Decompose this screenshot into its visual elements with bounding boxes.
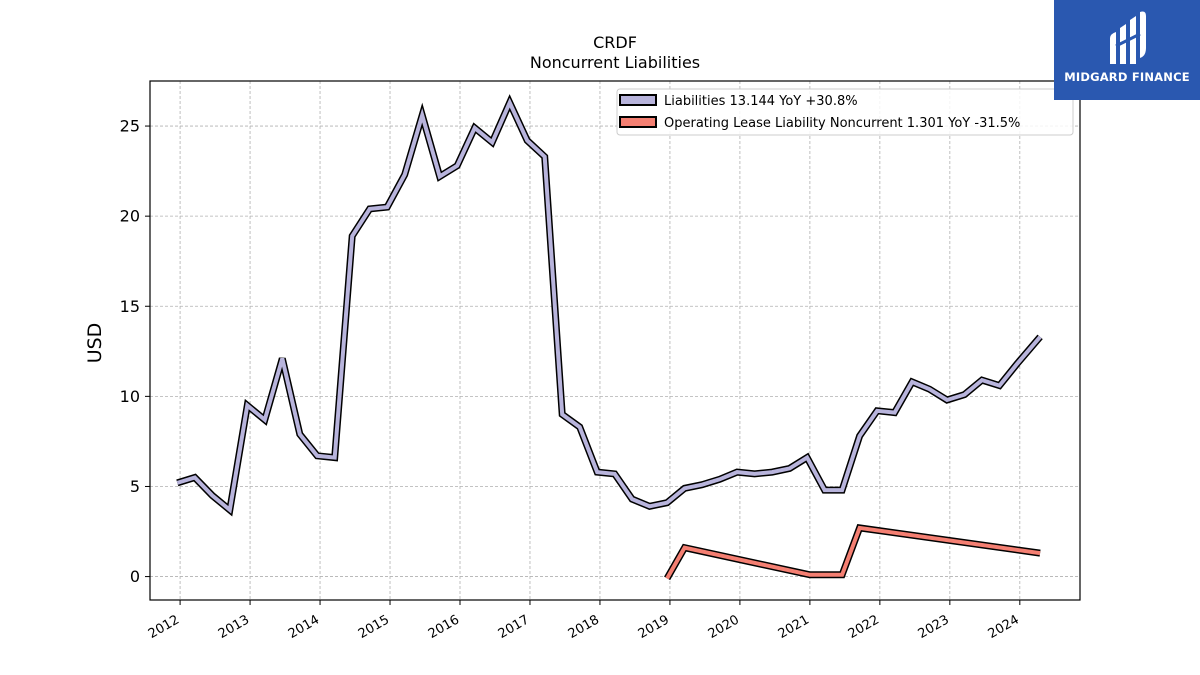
y-tick-label: 15 (120, 297, 140, 316)
series-group (176, 94, 1043, 581)
legend-label: Liabilities 13.144 YoY +30.8% (664, 94, 858, 109)
legend-swatch (619, 94, 657, 106)
logo-mark-icon (1110, 11, 1146, 64)
y-tick-label: 10 (120, 387, 140, 406)
y-tick-label: 25 (120, 117, 140, 136)
series-line-1 (665, 525, 1041, 580)
legend-swatch (619, 116, 657, 128)
legend-box (616, 88, 1074, 136)
y-tick-label: 5 (130, 477, 140, 496)
y-tick-label: 20 (120, 207, 140, 226)
logo-name: MIDGARD FINANCE (1064, 70, 1190, 84)
y-axis-label: USD (84, 323, 106, 364)
grid (150, 81, 1080, 600)
chart-title: CRDF (593, 33, 637, 52)
legend: Liabilities 13.144 YoY +30.8% Operating L… (616, 88, 1074, 136)
chart-subtitle: Noncurrent Liabilities (530, 53, 700, 72)
legend-label: Operating Lease Liability Noncurrent 1.3… (664, 116, 1020, 131)
y-tick-label: 0 (130, 567, 140, 586)
series-line-0 (176, 97, 1042, 514)
y-axis: 0 5 10 15 20 25 (120, 117, 150, 586)
brand-logo: MIDGARD FINANCE (1054, 0, 1200, 100)
plot-frame (149, 80, 1081, 601)
